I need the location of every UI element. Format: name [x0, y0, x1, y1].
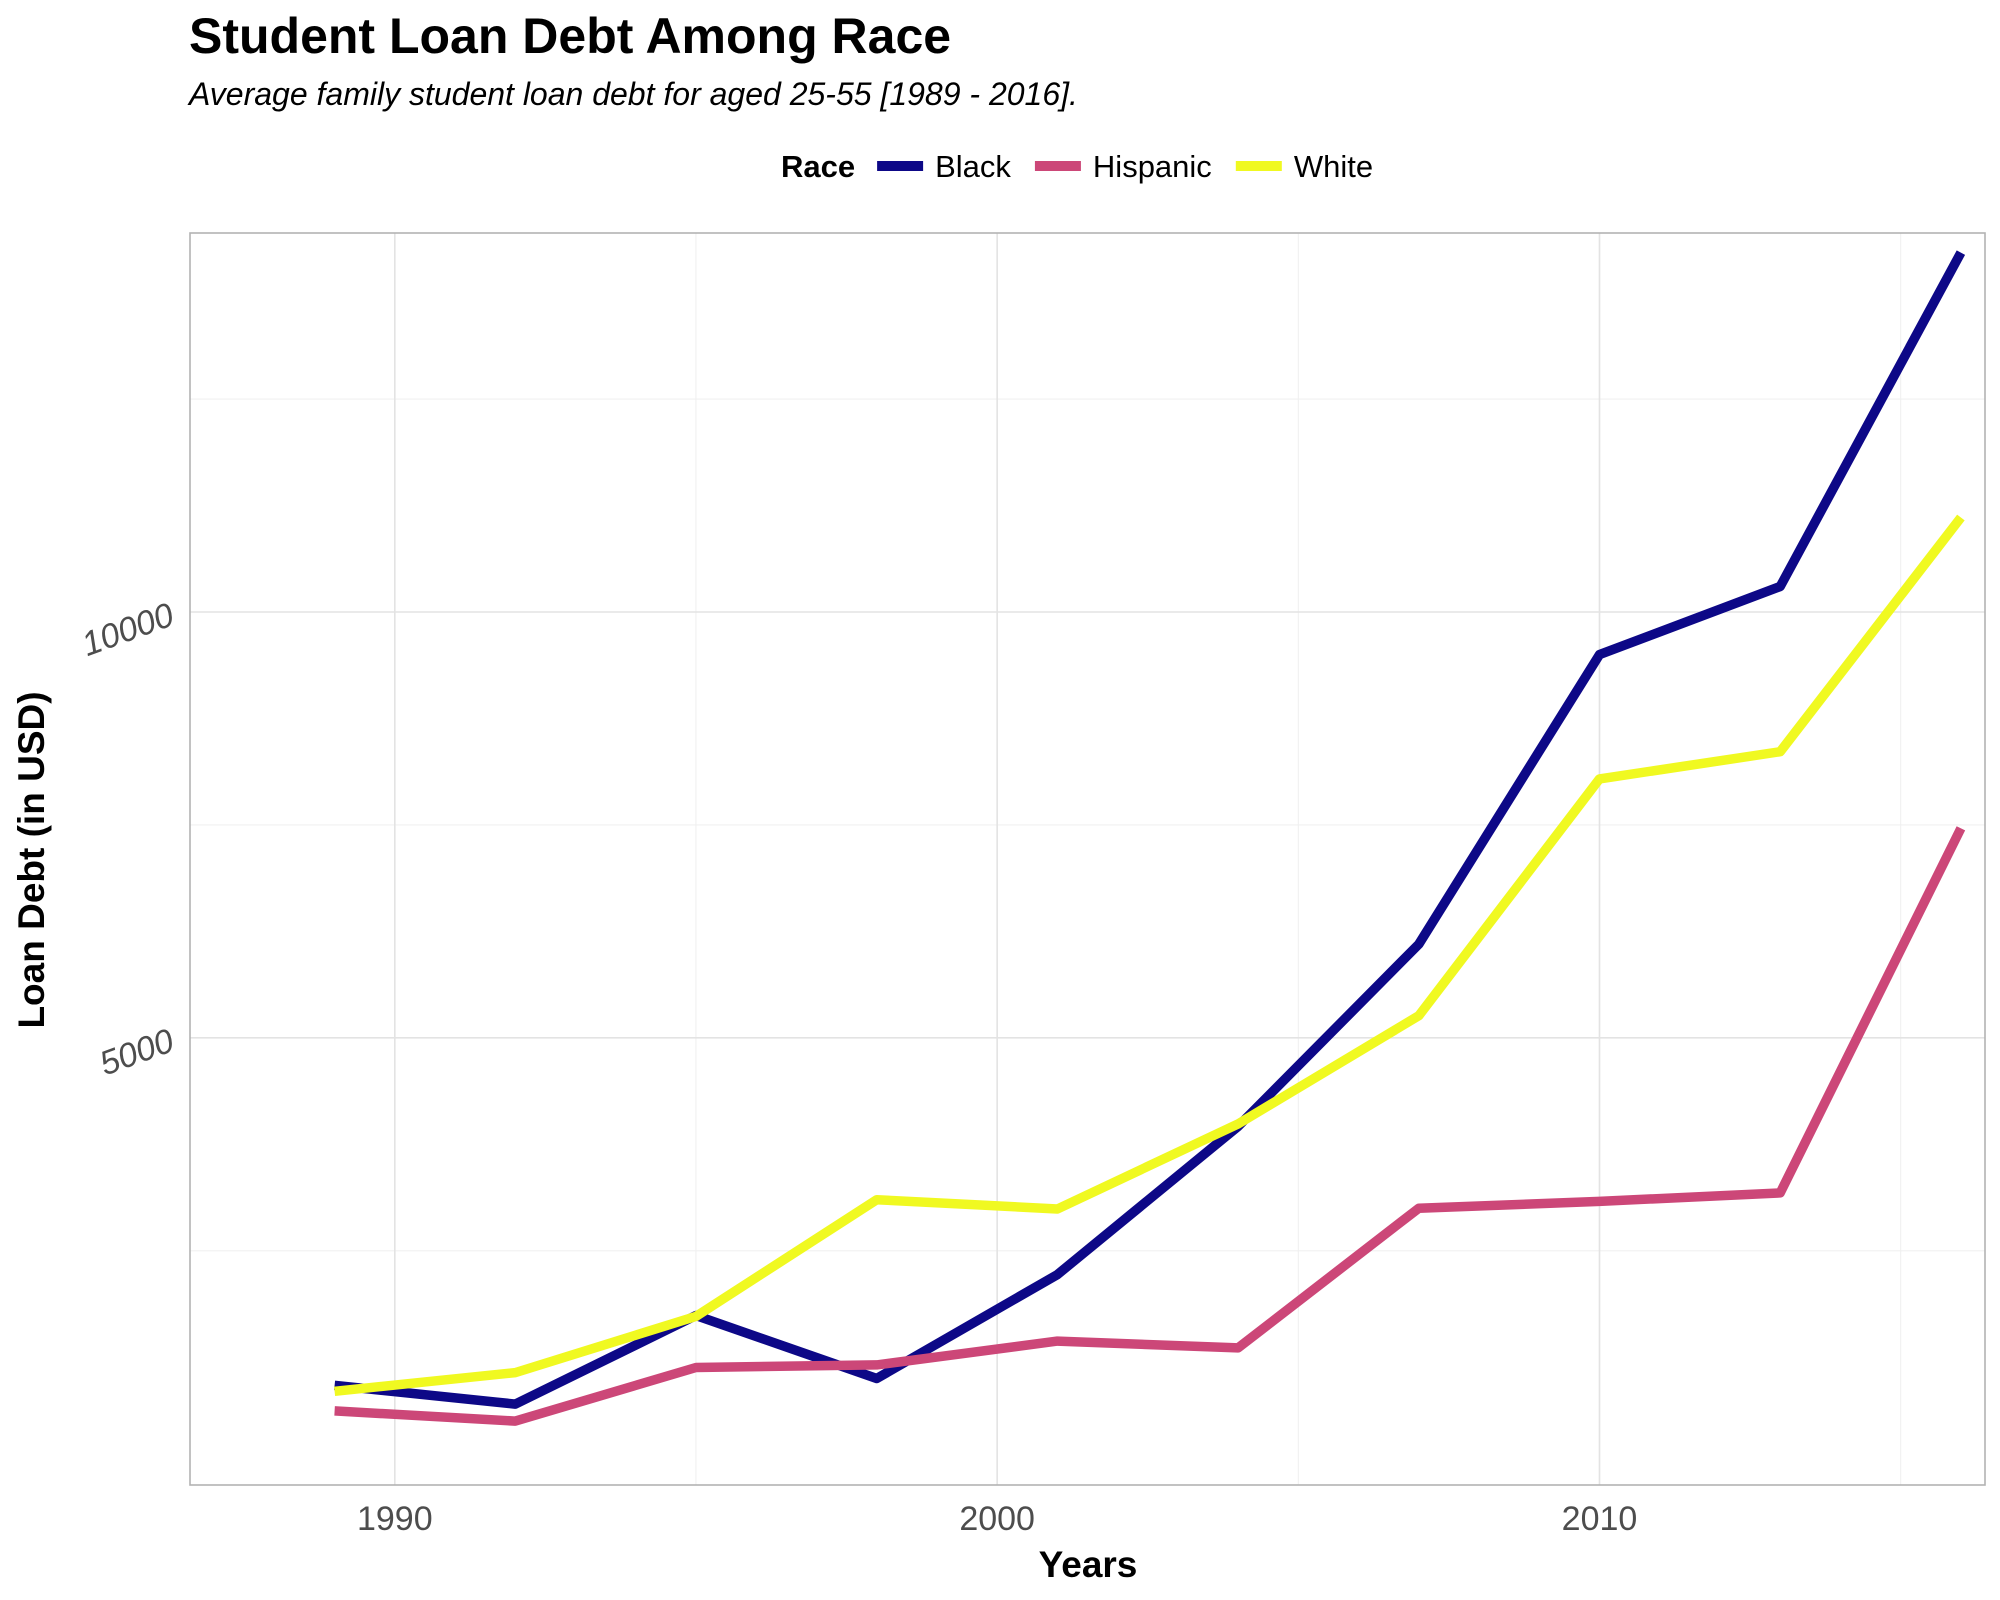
series-lines — [334, 250, 1966, 1426]
legend-label-hispanic: Hispanic — [1093, 149, 1212, 184]
plot-panel-border — [189, 232, 1986, 1486]
x-axis-title: Years — [1039, 1544, 1138, 1585]
x-tick-label: 2000 — [959, 1500, 1035, 1538]
y-tick-label: 5000 — [95, 1022, 179, 1084]
x-tick-label: 2010 — [1562, 1500, 1638, 1538]
legend: Race Black Hispanic White — [781, 149, 1373, 184]
chart-title: Student Loan Debt Among Race — [189, 8, 951, 64]
legend-label-black: Black — [935, 149, 1011, 184]
chart-subtitle: Average family student loan debt for age… — [187, 76, 1078, 112]
series-line-black — [334, 250, 1966, 1409]
major-gridlines — [190, 233, 1985, 1485]
y-axis-ticks: 5000 10000 — [77, 596, 179, 1083]
minor-gridlines — [190, 233, 1985, 1485]
series-line-hispanic — [334, 826, 1966, 1426]
legend-title: Race — [781, 149, 855, 184]
y-axis-title: Loan Debt (in USD) — [11, 691, 52, 1028]
x-tick-label: 1990 — [357, 1500, 433, 1538]
x-axis-ticks: 1990 2000 2010 — [357, 1500, 1637, 1538]
series-line-white — [334, 514, 1965, 1397]
legend-label-white: White — [1294, 149, 1373, 184]
y-tick-label: 10000 — [77, 596, 179, 664]
